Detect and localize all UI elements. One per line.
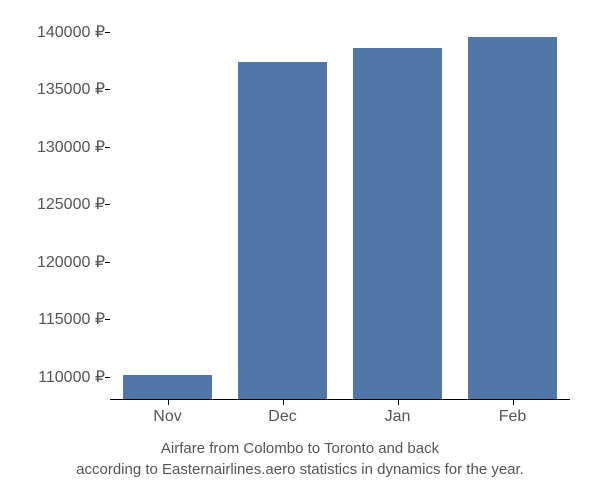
y-tick-label: 130000 ₽ [37, 137, 105, 157]
y-tick-label: 110000 ₽ [38, 367, 105, 387]
y-tick-mark [105, 147, 110, 148]
x-tick-label: Jan [385, 408, 411, 426]
chart-caption: Airfare from Colombo to Toronto and back… [0, 438, 600, 480]
chart-bar [468, 37, 558, 399]
y-tick-mark [105, 204, 110, 205]
x-tick-label: Feb [499, 408, 527, 426]
x-tick-mark [513, 400, 514, 405]
caption-line-2: according to Easternairlines.aero statis… [76, 461, 524, 478]
y-tick-mark [105, 32, 110, 33]
y-tick-label: 115000 ₽ [38, 309, 105, 329]
chart-bar [353, 48, 443, 399]
y-tick-label: 120000 ₽ [37, 252, 105, 272]
y-tick-label: 125000 ₽ [37, 194, 105, 214]
plot-area [110, 20, 570, 400]
x-tick-mark [283, 400, 284, 405]
chart-bar [123, 375, 213, 399]
caption-line-1: Airfare from Colombo to Toronto and back [161, 440, 439, 457]
x-tick-mark [398, 400, 399, 405]
y-tick-label: 135000 ₽ [37, 79, 105, 99]
airfare-bar-chart: Airfare from Colombo to Toronto and back… [0, 0, 600, 500]
y-tick-label: 140000 ₽ [37, 22, 105, 42]
x-tick-mark [168, 400, 169, 405]
x-tick-label: Nov [153, 408, 181, 426]
y-tick-mark [105, 89, 110, 90]
y-tick-mark [105, 319, 110, 320]
y-tick-mark [105, 262, 110, 263]
chart-bar [238, 62, 328, 399]
x-tick-label: Dec [268, 408, 296, 426]
y-tick-mark [105, 377, 110, 378]
